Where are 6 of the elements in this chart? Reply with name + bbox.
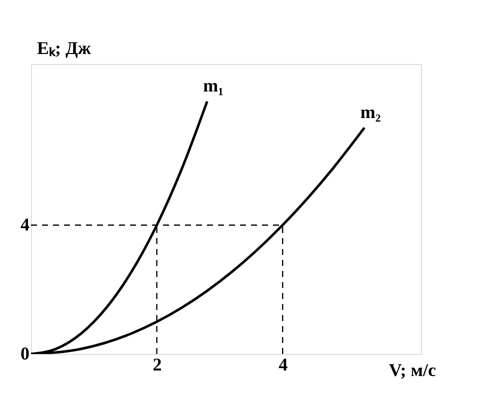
series-label: m₁ — [203, 75, 224, 96]
y-tick-label: 0 — [20, 344, 30, 364]
x-axis-title: V; м/с — [388, 360, 436, 380]
x-tick-label: 2 — [152, 354, 162, 374]
series-label: m₂ — [360, 102, 381, 122]
y-axis-title: Eₖ; Дж — [37, 38, 92, 58]
